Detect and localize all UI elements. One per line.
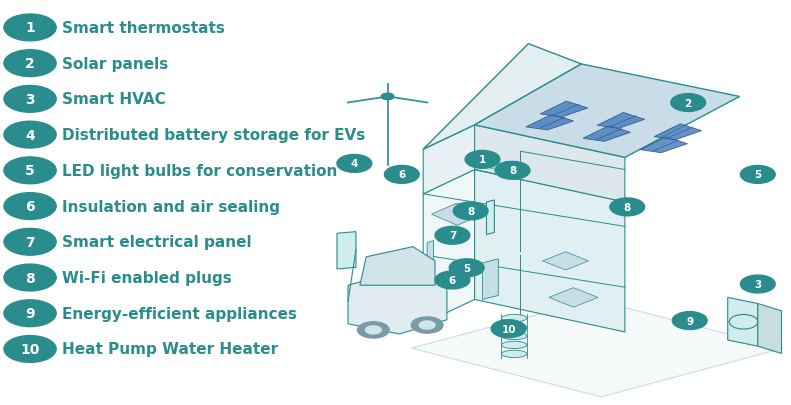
Circle shape <box>453 202 488 220</box>
Polygon shape <box>337 232 356 269</box>
Text: 7: 7 <box>448 231 456 241</box>
Text: 4: 4 <box>350 159 358 169</box>
Circle shape <box>495 162 530 180</box>
Circle shape <box>740 166 775 184</box>
Text: 1: 1 <box>479 155 486 165</box>
Text: 10: 10 <box>21 342 40 356</box>
Text: Wi-Fi enabled plugs: Wi-Fi enabled plugs <box>62 271 232 285</box>
Text: 3: 3 <box>25 93 35 107</box>
Text: 1: 1 <box>25 21 35 35</box>
Text: Energy-efficient appliances: Energy-efficient appliances <box>62 306 297 321</box>
Text: 5: 5 <box>25 164 35 178</box>
Circle shape <box>4 300 56 327</box>
Circle shape <box>4 51 56 77</box>
Circle shape <box>365 326 381 334</box>
Circle shape <box>384 166 419 184</box>
Text: Insulation and air sealing: Insulation and air sealing <box>62 199 280 214</box>
Circle shape <box>4 193 56 220</box>
Polygon shape <box>526 115 573 131</box>
Polygon shape <box>488 162 520 172</box>
Circle shape <box>610 198 645 216</box>
Ellipse shape <box>501 333 527 340</box>
Circle shape <box>740 275 775 293</box>
Circle shape <box>435 271 470 289</box>
Polygon shape <box>423 45 581 150</box>
Polygon shape <box>640 138 687 153</box>
Text: 5: 5 <box>463 263 471 273</box>
Circle shape <box>419 321 435 329</box>
Text: Smart HVAC: Smart HVAC <box>62 92 165 107</box>
Polygon shape <box>423 126 475 194</box>
Ellipse shape <box>501 341 527 349</box>
Polygon shape <box>486 200 494 235</box>
Text: Distributed battery storage for EVs: Distributed battery storage for EVs <box>62 128 365 143</box>
Text: 9: 9 <box>686 316 694 326</box>
Circle shape <box>671 94 706 112</box>
Text: 8: 8 <box>509 166 517 176</box>
Polygon shape <box>483 259 498 300</box>
Text: Smart electrical panel: Smart electrical panel <box>62 235 252 249</box>
Circle shape <box>465 151 500 169</box>
Circle shape <box>337 155 372 173</box>
Polygon shape <box>432 204 483 226</box>
Ellipse shape <box>501 350 527 358</box>
Polygon shape <box>423 170 475 324</box>
Polygon shape <box>475 126 625 202</box>
Circle shape <box>358 322 389 338</box>
Circle shape <box>4 158 56 184</box>
Circle shape <box>381 94 394 100</box>
Polygon shape <box>348 271 447 334</box>
Polygon shape <box>475 65 740 158</box>
Text: 6: 6 <box>398 170 406 180</box>
Circle shape <box>4 229 56 256</box>
Circle shape <box>491 320 526 338</box>
Circle shape <box>4 264 56 291</box>
Text: 6: 6 <box>25 200 35 213</box>
Text: Smart thermostats: Smart thermostats <box>62 21 225 36</box>
Text: 8: 8 <box>25 271 35 285</box>
Circle shape <box>4 122 56 149</box>
Polygon shape <box>427 241 433 284</box>
Circle shape <box>4 15 56 42</box>
Circle shape <box>672 312 707 330</box>
Polygon shape <box>728 298 758 346</box>
Text: 4: 4 <box>25 128 35 142</box>
Text: Solar panels: Solar panels <box>62 57 168 71</box>
Polygon shape <box>597 113 645 129</box>
Polygon shape <box>475 170 625 332</box>
Circle shape <box>435 227 470 245</box>
Circle shape <box>4 336 56 362</box>
Text: 2: 2 <box>25 57 35 71</box>
Ellipse shape <box>501 315 527 322</box>
Text: 9: 9 <box>25 307 35 320</box>
Text: 5: 5 <box>754 170 762 180</box>
Text: 7: 7 <box>25 235 35 249</box>
Polygon shape <box>411 300 783 397</box>
Polygon shape <box>540 102 588 118</box>
Text: 10: 10 <box>501 324 516 334</box>
Circle shape <box>449 259 484 277</box>
Polygon shape <box>758 304 782 354</box>
Ellipse shape <box>501 324 527 331</box>
Text: 3: 3 <box>754 279 762 289</box>
Text: 2: 2 <box>684 98 692 108</box>
Circle shape <box>4 86 56 113</box>
Text: 6: 6 <box>448 275 456 285</box>
Polygon shape <box>583 126 630 142</box>
Circle shape <box>411 317 443 333</box>
Polygon shape <box>549 288 598 307</box>
Text: 8: 8 <box>623 202 631 212</box>
Polygon shape <box>654 125 702 141</box>
Text: 8: 8 <box>467 207 475 216</box>
Text: LED light bulbs for conservation: LED light bulbs for conservation <box>62 164 337 178</box>
Polygon shape <box>360 247 435 286</box>
Text: Heat Pump Water Heater: Heat Pump Water Heater <box>62 342 278 356</box>
Polygon shape <box>543 252 589 271</box>
